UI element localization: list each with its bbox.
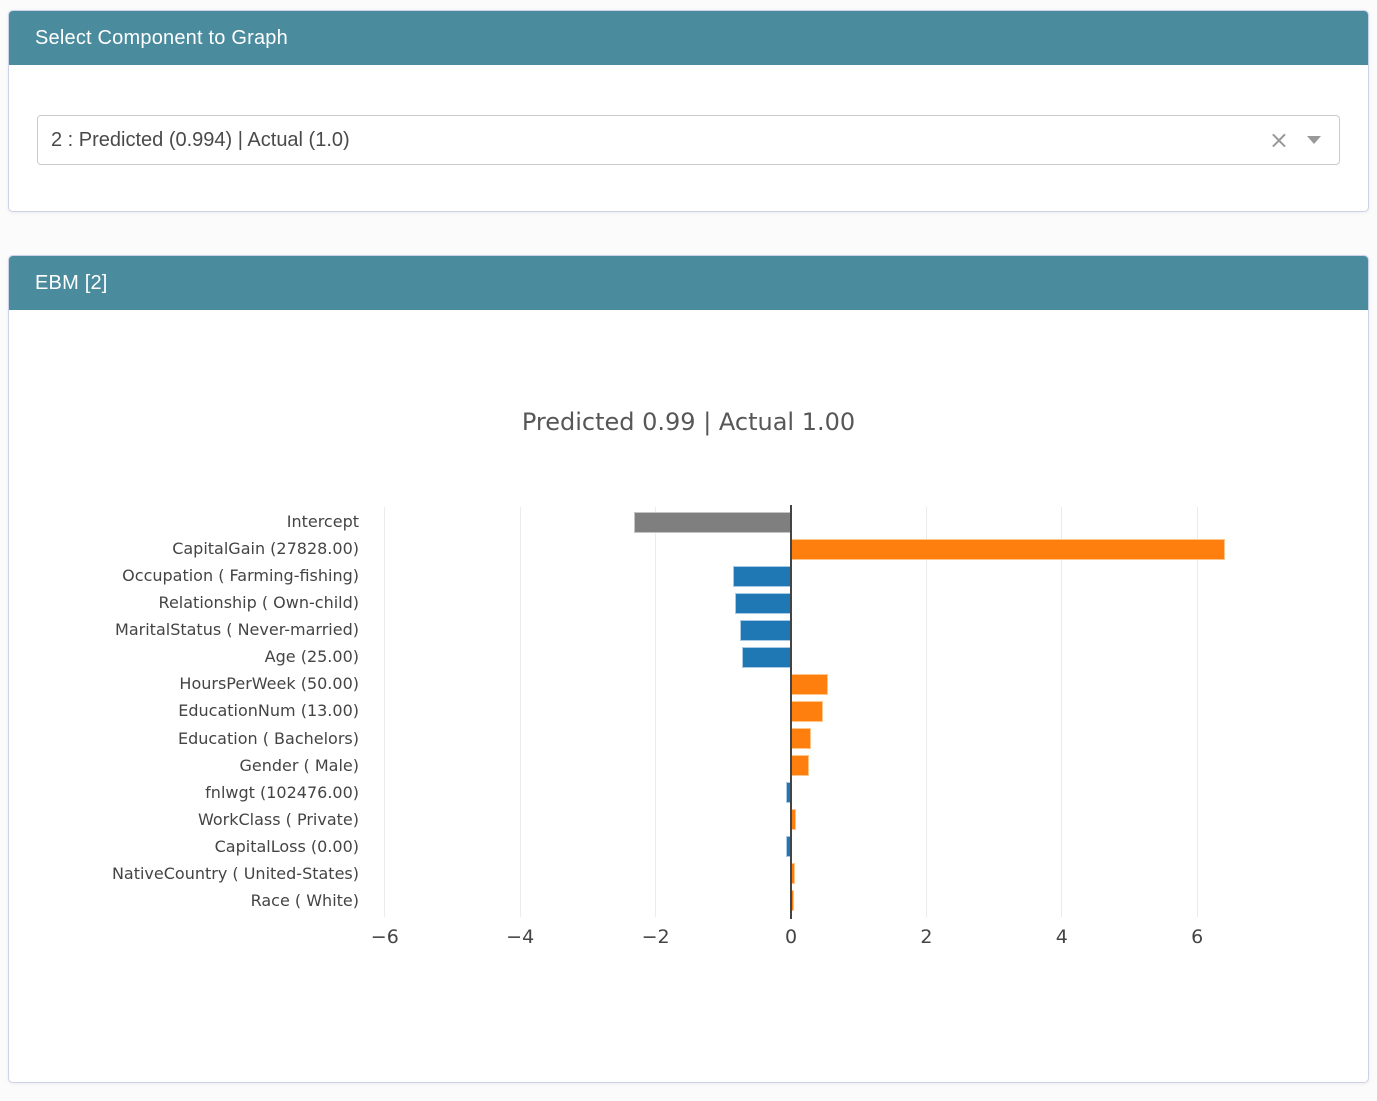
y-axis-label: CapitalGain (27828.00) [172,539,359,559]
gridline [925,507,927,917]
select-component-title: Select Component to Graph [35,26,288,49]
chevron-down-icon[interactable] [1307,136,1321,144]
ebm-panel-body: Predicted 0.99 | Actual 1.00 Intercept Ca… [9,310,1368,1082]
gridline [384,507,386,917]
zero-line [790,505,792,919]
y-axis-label: Occupation ( Farming-fishing) [122,566,359,586]
bar-hoursperweek[interactable] [791,673,828,695]
component-dropdown[interactable]: 2 : Predicted (0.994) | Actual (1.0) × [37,115,1340,165]
y-axis-label: Race ( White) [250,890,359,910]
ebm-panel-title: EBM [2] [35,271,108,294]
bar-education[interactable] [791,728,812,750]
y-axis-label: NativeCountry ( United-States) [111,863,359,883]
select-component-header: Select Component to Graph [9,11,1368,65]
x-axis-tick-label: −4 [506,926,535,948]
x-axis-tick-label: 0 [784,926,798,948]
local-explanation-chart: Predicted 0.99 | Actual 1.00 Intercept Ca… [9,310,1368,1082]
bar-age[interactable] [741,646,791,668]
bar-maritalstatus[interactable] [739,619,791,641]
select-component-panel: Select Component to Graph 2 : Predicted … [8,10,1369,212]
x-axis-tick-label: 4 [1055,926,1068,948]
y-axis-label: EducationNum (13.00) [178,701,359,721]
y-axis-label: CapitalLoss (0.00) [214,836,359,856]
gridline [1196,507,1198,917]
bar-occupation[interactable] [733,565,791,587]
y-axis-label: MaritalStatus ( Never-married) [115,620,359,640]
y-axis-label: Age (25.00) [264,647,359,667]
bar-capitalgain[interactable] [791,538,1225,560]
chart-title: Predicted 0.99 | Actual 1.00 [521,408,856,436]
x-axis-tick-label: −6 [370,926,399,948]
y-axis-label: Education ( Bachelors) [177,728,359,748]
bar-gender[interactable] [791,755,810,777]
bar-educationnum[interactable] [791,700,824,722]
y-axis-label: fnlwgt (102476.00) [205,782,359,802]
ebm-panel-header: EBM [2] [9,256,1368,310]
y-axis-label: Intercept [286,512,359,531]
x-axis-tick-label: −2 [641,926,670,948]
dropdown-icons: × [1261,126,1339,154]
component-dropdown-value: 2 : Predicted (0.994) | Actual (1.0) [51,128,350,151]
gridline [1061,507,1063,917]
y-axis-label: WorkClass ( Private) [197,809,359,829]
x-axis-tick-label: 6 [1191,926,1204,948]
x-axis-tick-label: 2 [920,926,933,948]
gridline [655,507,657,917]
clear-icon[interactable]: × [1268,126,1289,154]
y-axis-label: Gender ( Male) [239,755,359,775]
ebm-panel: EBM [2] Predicted 0.99 | Actual 1.00 Int… [8,255,1369,1083]
bar-intercept[interactable] [633,511,791,533]
y-axis-label: Relationship ( Own-child) [158,593,359,613]
bar-relationship[interactable] [734,592,791,614]
y-axis-label: HoursPerWeek (50.00) [179,674,359,694]
gridline [519,507,521,917]
